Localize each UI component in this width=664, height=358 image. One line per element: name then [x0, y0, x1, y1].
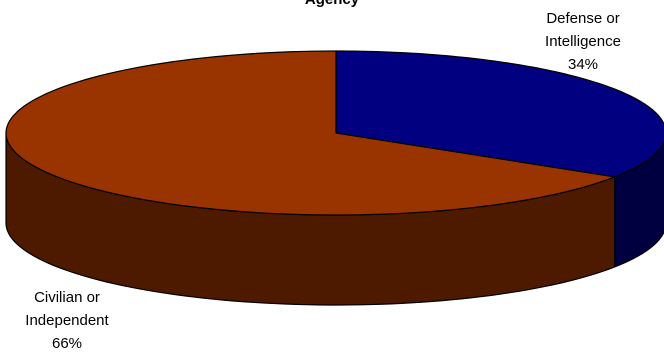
slice-label-defense-percent: 34%	[567, 56, 599, 73]
pie-layer	[5, 50, 664, 306]
pie-slice-civilian	[5, 50, 616, 216]
slice-label-civilian: Civilian or Independent 66%	[0, 286, 134, 355]
slice-label-defense-line-1: Defense or	[546, 10, 620, 27]
slice-label-civilian-line-1: Civilian or	[34, 289, 100, 306]
slice-label-civilian-line-2: Independent	[25, 312, 109, 329]
chart-title: Agency	[0, 0, 664, 11]
slice-label-defense-line-2: Intelligence	[545, 33, 621, 50]
slice-label-defense: Defense or Intelligence 34%	[513, 7, 653, 76]
slice-label-civilian-percent: 66%	[51, 335, 83, 352]
